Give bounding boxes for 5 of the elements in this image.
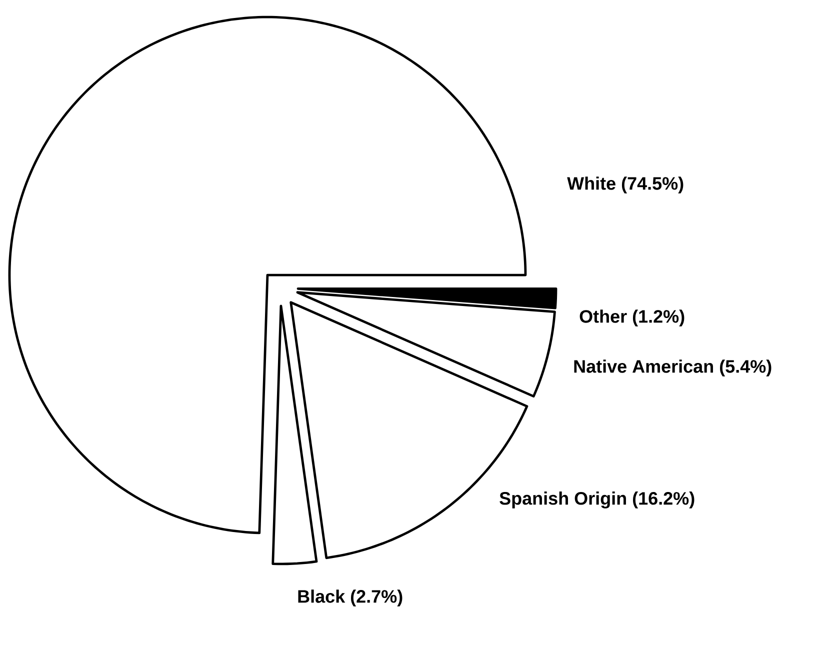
slice-label: Black (2.7%) [298, 590, 402, 606]
slice-label: Native American (5.4%) [574, 360, 772, 376]
slice-label: Other (1.2%) [580, 310, 684, 326]
slice-label: Spanish Origin (16.2%) [500, 492, 694, 508]
slice-label: White (74.5%) [567, 176, 684, 194]
